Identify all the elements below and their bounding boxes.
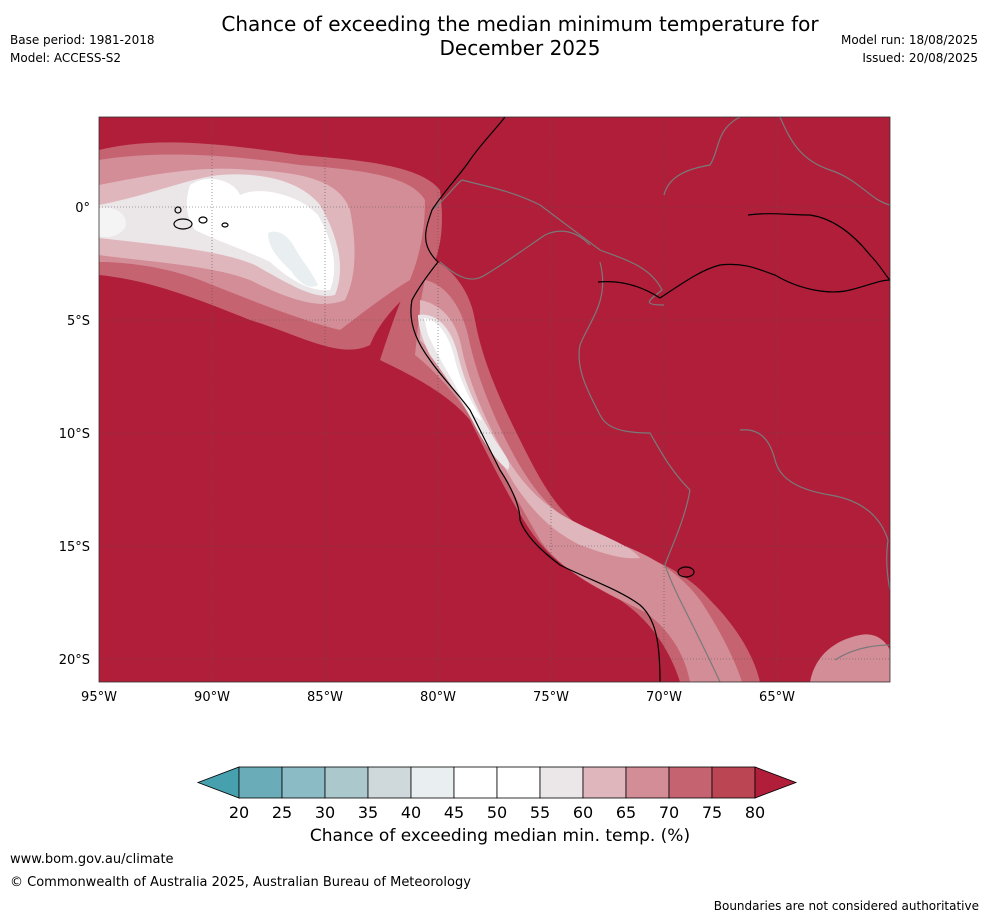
contour-coast-65 xyxy=(415,280,742,682)
colorbar-tick-label: 35 xyxy=(358,803,378,822)
lon-label-65w: 65°W xyxy=(759,690,795,705)
colorbar-segment xyxy=(238,766,283,799)
contour-50-west xyxy=(99,207,126,238)
colorbar-segment xyxy=(496,766,541,799)
lon-label-95w: 95°W xyxy=(81,690,117,705)
coastline-river xyxy=(747,213,890,281)
colorbar-tick-label: 80 xyxy=(745,803,765,822)
lon-label-75w: 75°W xyxy=(533,690,569,705)
colorbar-segment xyxy=(539,766,584,799)
lat-label-15s: 15°S xyxy=(59,540,90,555)
colorbar-extend-low xyxy=(196,766,240,799)
colorbar-segment xyxy=(582,766,627,799)
colorbar-segment xyxy=(625,766,670,799)
coastline xyxy=(173,117,890,682)
map-area xyxy=(99,117,890,682)
border-colombia-ecuador xyxy=(431,179,665,306)
title-line-2: December 2025 xyxy=(439,36,601,60)
issued-text: Issued: 20/08/2025 xyxy=(862,51,978,65)
colorbar-tick-label: 65 xyxy=(616,803,636,822)
colorbar-tick-label: 50 xyxy=(487,803,507,822)
lon-label-80w: 80°W xyxy=(420,690,456,705)
border-ecuador-peru xyxy=(439,230,591,280)
base-period-text: Base period: 1981-2018 xyxy=(10,33,155,47)
metadata-left: Base period: 1981-2018 Model: ACCESS-S2 xyxy=(10,31,155,67)
colorbar: 20 25 30 35 40 45 50 55 60 65 70 75 80 xyxy=(196,766,798,822)
graticule xyxy=(99,117,890,682)
colorbar-segment xyxy=(711,766,756,799)
lake-titicaca xyxy=(677,566,695,578)
colorbar-segment xyxy=(453,766,498,799)
galapagos-island xyxy=(198,216,208,224)
border-venezuela xyxy=(779,117,890,206)
metadata-right: Model run: 18/08/2025 Issued: 20/08/2025 xyxy=(841,31,978,67)
title-line-1: Chance of exceeding the median minimum t… xyxy=(221,12,819,36)
colorbar-tick-label: 75 xyxy=(702,803,722,822)
contour-coast-50 xyxy=(424,318,482,420)
border-peru-bolivia xyxy=(664,564,721,682)
border-chile xyxy=(834,644,890,661)
map-frame xyxy=(98,116,891,683)
colorbar-extend-high xyxy=(754,766,798,799)
model-run-text: Model run: 18/08/2025 xyxy=(840,33,978,47)
colorbar-segment xyxy=(367,766,412,799)
colorbar-tick-label: 40 xyxy=(401,803,421,822)
map-title: Chance of exceeding the median minimum t… xyxy=(200,12,840,60)
lat-label-0: 0° xyxy=(75,201,90,216)
colorbar-title: Chance of exceeding median min. temp. (%… xyxy=(309,826,691,846)
colorbar-tick-label: 25 xyxy=(272,803,292,822)
lon-label-70w: 70°W xyxy=(646,690,682,705)
footer-url: www.bom.gov.au/climate xyxy=(10,852,174,867)
colorbar-segment xyxy=(324,766,369,799)
border-peru-brazil xyxy=(578,261,691,566)
colorbar-tick-label: 30 xyxy=(315,803,335,822)
lon-label-90w: 90°W xyxy=(194,690,230,705)
colorbar-tick-label: 70 xyxy=(659,803,679,822)
footer-note: Boundaries are not considered authoritat… xyxy=(713,899,979,913)
colorbar-tick-label: 45 xyxy=(444,803,464,822)
colorbar-tick-label: 20 xyxy=(229,803,249,822)
footer-copyright: © Commonwealth of Australia 2025, Austra… xyxy=(10,875,471,890)
colorbar-segment xyxy=(410,766,455,799)
colorbar-tick-label: 55 xyxy=(530,803,550,822)
border-brazil-bolivia xyxy=(739,429,890,591)
lat-label-5s: 5°S xyxy=(67,314,90,329)
colorbar-segment xyxy=(668,766,713,799)
country-borders xyxy=(431,117,890,682)
contour-45 xyxy=(268,231,318,287)
galapagos-island xyxy=(221,222,229,228)
lat-label-20s: 20°S xyxy=(59,653,90,668)
galapagos-island xyxy=(173,218,193,230)
galapagos-island xyxy=(174,206,182,214)
model-text: Model: ACCESS-S2 xyxy=(10,51,122,65)
coastline-amazon xyxy=(597,263,890,299)
coastline-pacific xyxy=(410,117,661,682)
colorbar-segment xyxy=(281,766,326,799)
lat-label-10s: 10°S xyxy=(59,427,90,442)
colorbar-tick-label: 60 xyxy=(573,803,593,822)
lon-label-85w: 85°W xyxy=(307,690,343,705)
border-north xyxy=(663,117,741,196)
